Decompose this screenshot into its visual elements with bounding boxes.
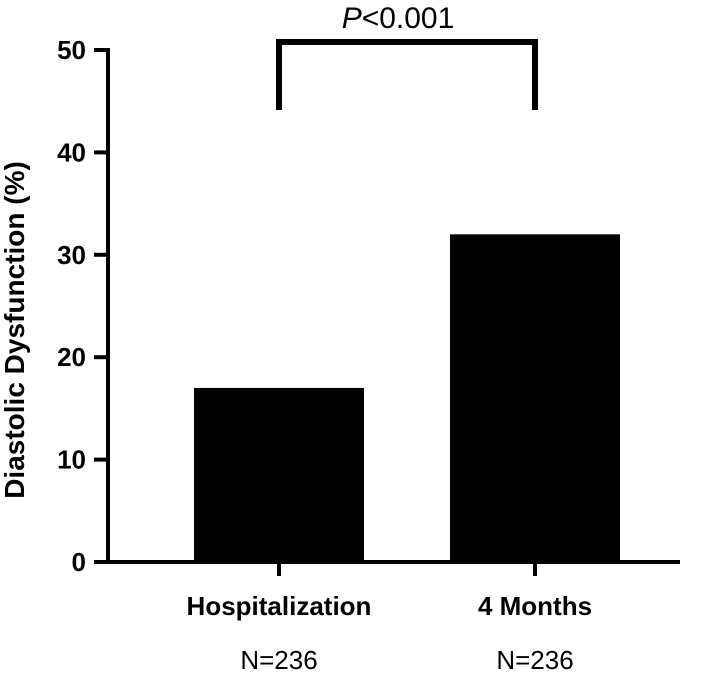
- category-labels: Hospitalization N=236 4 Months N=236: [187, 591, 593, 674]
- y-tick-label: 0: [72, 547, 86, 577]
- y-tick-label: 50: [57, 35, 86, 65]
- y-axis-title: Diastolic Dysfunction (%): [0, 161, 30, 499]
- p-value-symbol: P: [342, 2, 362, 35]
- y-tick-label: 20: [57, 342, 86, 372]
- bar: [450, 234, 620, 562]
- p-value-label: P<0.001: [342, 2, 455, 35]
- significance-bracket: [276, 39, 538, 110]
- sample-size-label: N=236: [240, 645, 317, 674]
- bars: [194, 234, 620, 562]
- y-tick-label: 40: [57, 137, 86, 167]
- bar: [194, 387, 364, 562]
- y-tick-label: 30: [57, 240, 86, 270]
- x-tick-label: 4 Months: [478, 591, 592, 621]
- sample-size-label: N=236: [496, 645, 573, 674]
- y-tick-label: 10: [57, 445, 86, 475]
- x-tick-label: Hospitalization: [187, 591, 372, 621]
- bracket-line: [276, 39, 538, 110]
- p-value-threshold: <0.001: [362, 2, 455, 35]
